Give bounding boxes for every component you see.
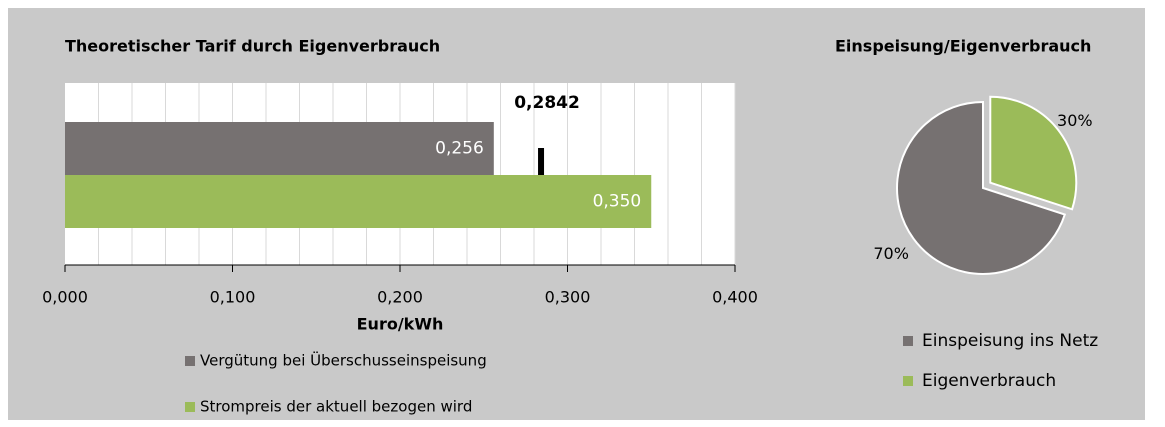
bar <box>65 175 652 228</box>
legend-label: Einspeisung ins Netz <box>922 331 1098 351</box>
value-label: 70% <box>873 244 909 263</box>
marker <box>538 148 545 175</box>
bar <box>65 122 494 175</box>
x-tick-label: 0,000 <box>42 288 88 307</box>
x-tick-label: 0,400 <box>712 288 758 307</box>
value-label: 0,350 <box>593 192 642 212</box>
pie-slice <box>989 95 1078 211</box>
legend-swatch <box>185 402 195 412</box>
legend-label: Vergütung bei Überschusseinspeisung <box>200 351 487 370</box>
legend-swatch <box>903 336 913 346</box>
legend-label: Eigenverbrauch <box>922 371 1056 391</box>
pie-slice <box>896 100 1067 275</box>
marker-label: 0,2842 <box>514 93 580 113</box>
x-tick-label: 0,100 <box>210 288 256 307</box>
legend-swatch <box>185 356 195 366</box>
value-label: 30% <box>1057 111 1093 130</box>
x-axis-label: Euro/kWh <box>357 315 444 334</box>
chart-title: Einspeisung/Eigenverbrauch <box>835 37 1091 56</box>
value-label: 0,256 <box>435 139 484 159</box>
legend-swatch <box>903 376 913 386</box>
x-tick-label: 0,200 <box>377 288 423 307</box>
x-tick-label: 0,300 <box>545 288 591 307</box>
chart-title: Theoretischer Tarif durch Eigenverbrauch <box>65 37 440 56</box>
legend-label: Strompreis der aktuell bezogen wird <box>200 398 472 416</box>
